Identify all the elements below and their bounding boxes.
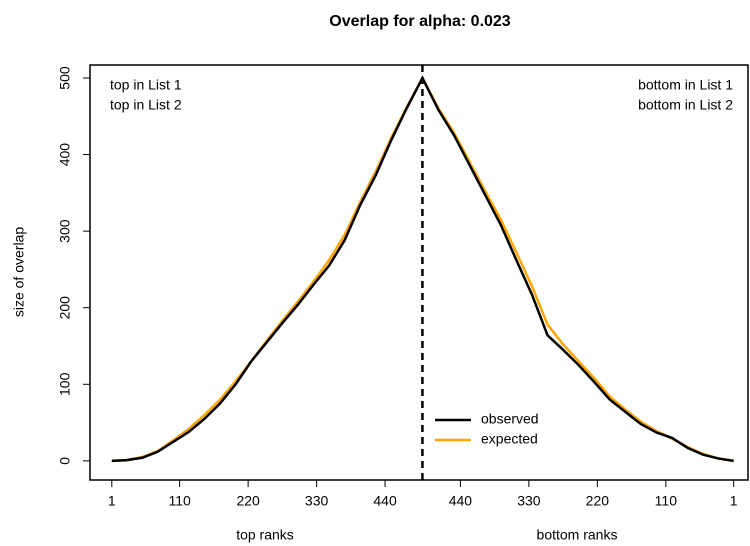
x-axis-label: top ranks [236,527,294,543]
annotation: top in List 2 [110,97,182,113]
x-tick-label: 110 [655,493,678,509]
y-tick-label: 200 [57,296,73,320]
x-tick-label: 220 [236,493,260,509]
x-axis-label: bottom ranks [537,527,618,543]
legend-label: observed [481,411,539,427]
chart-title: Overlap for alpha: 0.023 [329,13,511,30]
y-tick-label: 400 [57,143,73,167]
y-tick-label: 500 [57,66,73,90]
y-tick-label: 0 [57,457,73,465]
series-line [111,75,734,463]
plot-frame [89,64,749,481]
x-tick-label: 220 [586,493,610,509]
x-tick-label: 440 [373,493,397,509]
annotation: bottom in List 1 [638,77,733,93]
annotation: bottom in List 2 [638,97,733,113]
annotation: top in List 1 [110,77,182,93]
y-tick-label: 300 [57,219,73,243]
y-tick-label: 100 [57,372,73,396]
legend-label: expected [481,431,538,447]
y-axis-label: size of overlap [11,227,27,317]
x-tick-label: 330 [517,493,541,509]
x-tick-label: 110 [168,493,191,509]
x-tick-label: 1 [730,493,738,509]
x-tick-label: 1 [108,493,116,509]
x-tick-label: 330 [305,493,329,509]
x-tick-label: 440 [449,493,473,509]
